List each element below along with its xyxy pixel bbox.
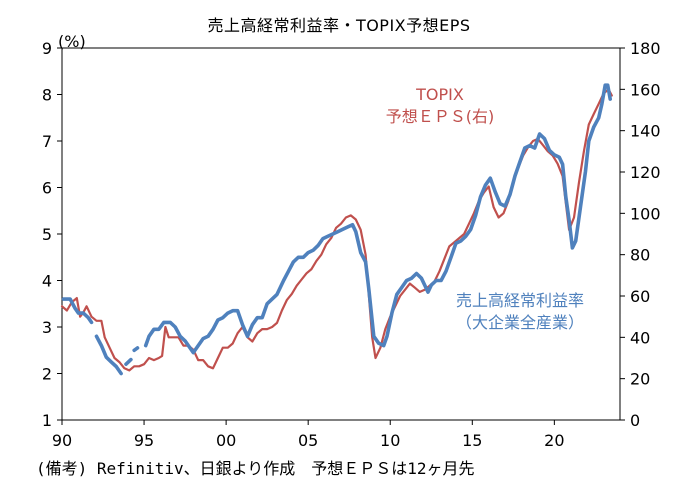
left-axis-tick-label: 5 xyxy=(42,225,52,244)
right-axis-tick-label: 20 xyxy=(630,370,650,389)
series-line-profit-margin xyxy=(94,334,123,376)
right-axis-tick-label: 40 xyxy=(630,328,650,347)
series-line-profit-margin xyxy=(124,357,133,367)
chart-series xyxy=(60,83,613,376)
x-axis-tick-label: 20 xyxy=(544,431,564,450)
source-note: (備考) Refinitiv、日銀より作成 予想ＥＰＳは12ヶ月先 xyxy=(36,459,475,478)
left-axis-tick-label: 6 xyxy=(42,179,52,198)
x-axis-tick-label: 15 xyxy=(462,431,482,450)
right-axis-tick-label: 160 xyxy=(630,80,661,99)
right-axis-tick-label: 140 xyxy=(630,122,661,141)
series-label-eps: TOPIX 予想ＥＰＳ(右) xyxy=(370,84,510,128)
x-axis-tick-label: 10 xyxy=(380,431,400,450)
series-line-profit-margin xyxy=(132,346,140,353)
left-axis-tick-label: 9 xyxy=(42,39,52,58)
series-label-profit-margin: 売上高経常利益率 （大企業全産業） xyxy=(430,290,610,334)
x-axis-tick-label: 90 xyxy=(52,431,72,450)
chart-title: 売上高経常利益率・TOPIX予想EPS xyxy=(207,16,471,35)
left-axis-unit: (%) xyxy=(58,32,86,51)
left-axis-tick-label: 7 xyxy=(42,132,52,151)
series-label-eps-line1: TOPIX xyxy=(416,85,464,104)
series-line-profit-margin xyxy=(143,83,613,355)
series-label-eps-line2: 予想ＥＰＳ(右) xyxy=(385,107,495,126)
left-axis-tick-label: 1 xyxy=(42,411,52,430)
plot-frame xyxy=(61,47,621,421)
right-axis-tick-label: 80 xyxy=(630,246,650,265)
left-axis-tick-label: 4 xyxy=(42,272,52,291)
right-axis-tick-label: 0 xyxy=(630,411,640,430)
x-axis-tick-label: 05 xyxy=(298,431,318,450)
x-axis-tick-label: 00 xyxy=(216,431,236,450)
left-axis-tick-label: 2 xyxy=(42,365,52,384)
series-label-profit-line1: 売上高経常利益率 xyxy=(455,291,584,310)
series-label-profit-line2: （大企業全産業） xyxy=(455,313,584,332)
right-axis-tick-label: 120 xyxy=(630,163,661,182)
series-line-profit-margin xyxy=(61,297,94,325)
left-axis-tick-label: 8 xyxy=(42,86,52,105)
right-axis-tick-label: 100 xyxy=(630,204,661,223)
right-axis-tick-label: 60 xyxy=(630,287,650,306)
x-axis-tick-label: 95 xyxy=(134,431,154,450)
left-axis-tick-label: 3 xyxy=(42,318,52,337)
right-axis-tick-label: 180 xyxy=(630,39,661,58)
